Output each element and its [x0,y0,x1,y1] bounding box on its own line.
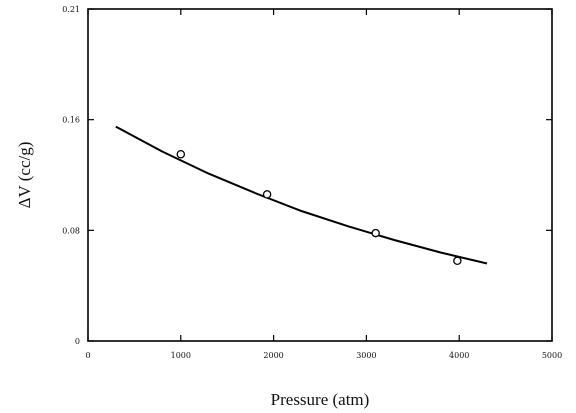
x-tick-label: 0 [85,351,90,360]
fit-curve [115,125,488,265]
x-tick-label: 4000 [449,351,469,360]
data-point [262,190,272,199]
y-tick-label: 0.16 [62,116,80,125]
y-tick-label: 0.08 [62,226,80,235]
y-tick-label: 0.21 [62,5,80,14]
y-axis-ticks: 0 0.08 0.16 0.21 [62,5,552,346]
data-point [371,228,380,238]
plot-frame [87,8,553,342]
y-tick-label: 0 [75,337,80,346]
x-tick-label: 1000 [171,351,191,360]
data-point [176,149,186,159]
fit-curve-group [115,125,488,265]
data-point [453,256,462,266]
x-axis-title: Pressure (atm) [271,390,370,409]
x-tick-label: 3000 [356,351,376,360]
y-axis-title: ΔV (cc/g) [15,142,34,209]
x-tick-label: 2000 [263,351,283,360]
data-points-group [176,149,462,266]
x-axis-ticks: 0 1000 2000 3000 4000 5000 [85,9,562,360]
x-tick-label: 5000 [542,351,562,360]
